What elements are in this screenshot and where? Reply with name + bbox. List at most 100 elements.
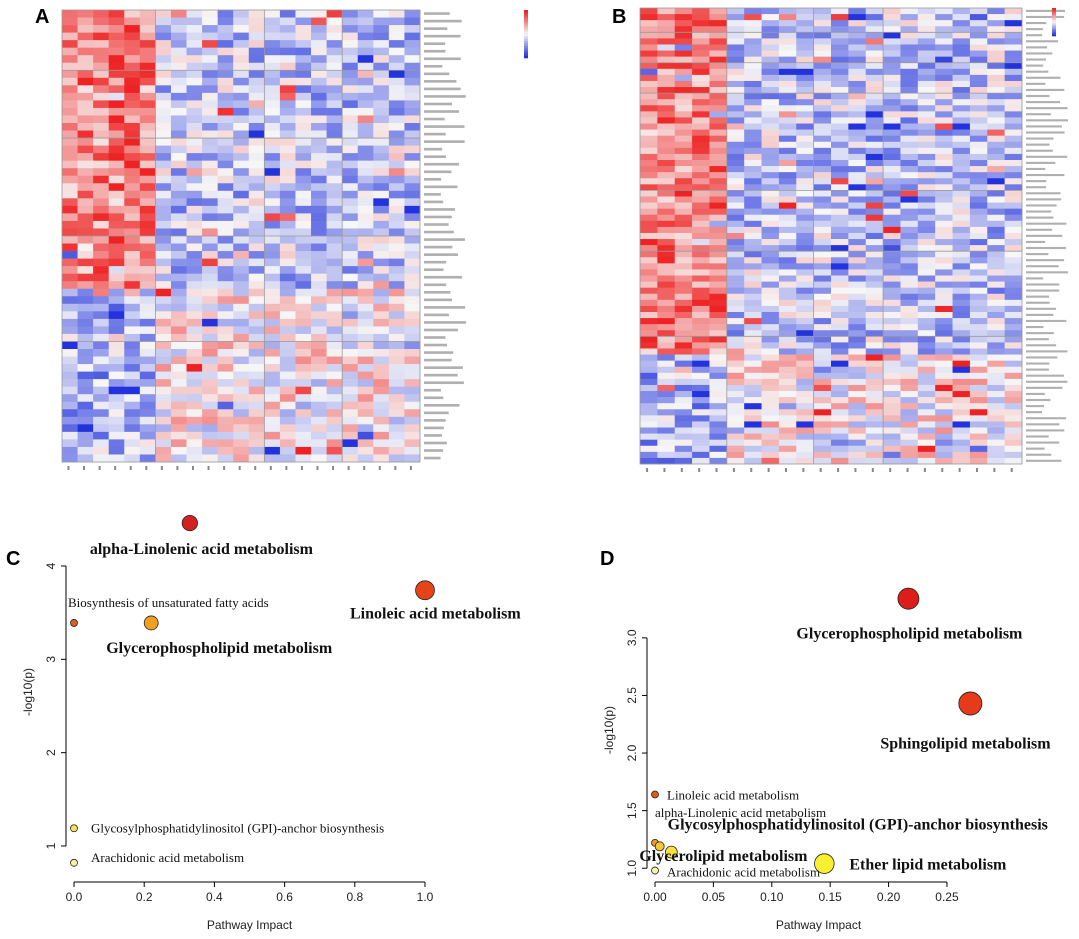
heatmap-cell xyxy=(865,457,884,465)
heatmap-cell xyxy=(900,312,919,319)
heatmap-cell xyxy=(692,105,710,112)
heatmap-cell xyxy=(709,324,728,331)
heatmap-cell xyxy=(357,364,374,372)
heatmap-cell xyxy=(1004,366,1023,374)
heatmap-cell xyxy=(883,287,901,295)
heatmap-cell xyxy=(987,160,1005,167)
heatmap-cell xyxy=(311,168,327,177)
heatmap-cell xyxy=(987,14,1005,21)
heatmap-cell xyxy=(139,138,156,146)
heatmap-cell xyxy=(726,129,745,136)
heatmap-cell xyxy=(264,349,281,357)
heatmap-cell xyxy=(248,273,265,282)
heatmap-col-label-mark xyxy=(767,468,770,472)
heatmap-cell xyxy=(865,263,884,270)
heatmap-cell xyxy=(1004,74,1023,82)
heatmap-cell xyxy=(709,56,728,64)
heatmap-cell xyxy=(883,409,901,416)
heatmap-cell xyxy=(170,341,187,350)
heatmap-cell xyxy=(726,391,745,398)
heatmap-cell xyxy=(865,8,884,15)
heatmap-cell xyxy=(709,202,728,209)
heatmap-cell xyxy=(155,273,172,282)
heatmap-cell xyxy=(674,111,693,118)
heatmap-cell xyxy=(279,311,296,320)
heatmap-cell xyxy=(640,281,658,288)
heatmap-cell xyxy=(935,202,953,209)
heatmap-cell xyxy=(217,123,234,131)
heatmap-cell xyxy=(726,141,745,149)
heatmap-cell xyxy=(640,427,658,434)
heatmap-cell xyxy=(108,107,125,116)
heatmap-row-label-mark xyxy=(1026,113,1051,116)
heatmap-cell xyxy=(202,431,218,440)
heatmap-cell xyxy=(357,266,374,274)
heatmap-cell xyxy=(761,324,780,331)
heatmap-cell xyxy=(813,26,832,33)
heatmap-cell xyxy=(202,236,218,244)
heatmap-col-label-mark xyxy=(269,466,272,470)
heatmap-cell xyxy=(657,360,676,368)
heatmap-cell xyxy=(796,312,814,319)
heatmap-cell xyxy=(917,445,936,453)
heatmap-cell xyxy=(170,107,187,116)
heatmap-cell xyxy=(404,100,421,109)
heatmap-cell xyxy=(295,160,312,169)
heatmap-cell xyxy=(744,378,762,386)
color-key-swatch xyxy=(1052,23,1056,26)
heatmap-cell xyxy=(357,349,374,357)
heatmap-cell xyxy=(202,92,218,101)
heatmap-cell xyxy=(233,303,250,312)
heatmap-cell xyxy=(202,153,218,161)
color-key-swatch xyxy=(1052,30,1056,33)
heatmap-cell xyxy=(917,93,936,100)
heatmap-cell xyxy=(935,153,953,161)
heatmap-cell xyxy=(674,445,693,453)
heatmap-cell xyxy=(883,172,901,179)
heatmap-cell xyxy=(170,303,187,312)
heatmap-cell xyxy=(848,318,867,325)
heatmap-cell xyxy=(883,26,901,33)
heatmap-cell xyxy=(761,32,780,39)
heatmap-cell xyxy=(93,175,109,184)
heatmap-col-label-mark xyxy=(67,466,70,470)
heatmap-cell xyxy=(388,439,405,448)
heatmap-cell xyxy=(761,269,780,276)
heatmap-cell xyxy=(1004,99,1023,106)
heatmap-cell xyxy=(831,348,849,355)
heatmap-cell xyxy=(726,318,745,325)
heatmap-cell xyxy=(388,296,405,305)
heatmap-cell xyxy=(217,47,234,56)
heatmap-cell xyxy=(295,349,312,357)
heatmap-cell xyxy=(917,105,936,112)
heatmap-cell xyxy=(1004,123,1023,130)
heatmap-cell xyxy=(233,326,250,335)
heatmap-cell xyxy=(657,372,676,380)
heatmap-cell xyxy=(233,190,250,199)
heatmap-cell xyxy=(295,416,312,425)
heatmap-cell xyxy=(93,296,109,305)
heatmap-cell xyxy=(969,251,988,258)
heatmap-cell xyxy=(155,17,172,26)
heatmap-cell xyxy=(726,287,745,295)
heatmap-col-label-mark xyxy=(993,468,996,472)
heatmap-cell xyxy=(388,107,405,116)
heatmap-cell xyxy=(761,330,780,337)
heatmap-cell xyxy=(170,431,187,440)
heatmap-row-label-mark xyxy=(1026,246,1067,250)
heatmap-cell xyxy=(796,20,814,27)
heatmap-cell xyxy=(170,416,187,425)
heatmap-cell xyxy=(900,232,919,240)
heatmap-cell xyxy=(640,257,658,264)
heatmap-cell xyxy=(62,107,78,116)
heatmap-cell xyxy=(883,457,901,465)
heatmap-cell xyxy=(373,273,390,282)
heatmap-cell xyxy=(279,251,296,259)
heatmap-cell xyxy=(342,55,359,64)
heatmap-cell xyxy=(848,415,867,422)
heatmap-cell xyxy=(373,17,390,26)
heatmap-cell xyxy=(935,451,953,459)
heatmap-row-label-mark xyxy=(424,110,459,113)
heatmap-cell xyxy=(186,311,203,320)
heatmap-cell xyxy=(311,213,327,222)
